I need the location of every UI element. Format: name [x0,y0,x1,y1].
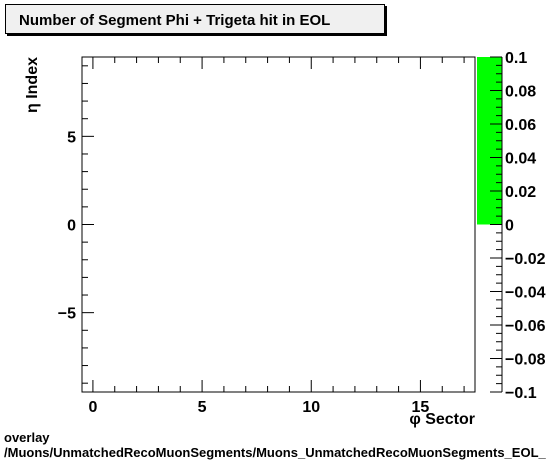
colorbar-tick-label: 0.04 [505,151,536,168]
chart-title-box: Number of Segment Phi + Trigeta hit in E… [5,4,385,34]
footer-path: /Muons/UnmatchedRecoMuonSegments/Muons_U… [4,445,546,460]
colorbar-tick-label: −0.06 [505,318,546,335]
x-tick-label: 10 [302,399,320,416]
colorbar-tick-label: 0 [505,218,514,235]
colorbar-tick-label: −0.1 [505,385,537,402]
x-axis-ticks: 0 5 10 15 [88,57,465,416]
colorbar: −0.1 −0.08 −0.06 −0.04 −0.02 0 0.02 0.04 0.06 0.0… [477,50,546,402]
colorbar-tick-label: 0.1 [505,50,527,67]
colorbar-tick-label: −0.02 [505,251,546,268]
y-axis-title: η Index [24,57,41,113]
x-axis-title: φ Sector [409,411,475,428]
y-tick-label: 5 [67,129,76,146]
colorbar-tick-label: 0.06 [505,117,536,134]
plot-frame [81,56,476,393]
x-tick-label: 15 [412,399,430,416]
x-tick-label: 5 [198,399,207,416]
colorbar-tick-label: −0.04 [505,285,546,302]
footer-line-1: overlay [4,430,50,445]
colorbar-tick-label: 0.02 [505,184,536,201]
x-tick-label: 0 [88,399,97,416]
y-tick-label: 0 [67,218,76,235]
y-tick-label: −5 [58,306,76,323]
colorbar-tick-label: −0.08 [505,352,546,369]
y-axis-ticks: −5 0 5 [58,65,94,384]
chart-title: Number of Segment Phi + Trigeta hit in E… [19,12,331,29]
colorbar-tick-label: 0.08 [505,84,536,101]
